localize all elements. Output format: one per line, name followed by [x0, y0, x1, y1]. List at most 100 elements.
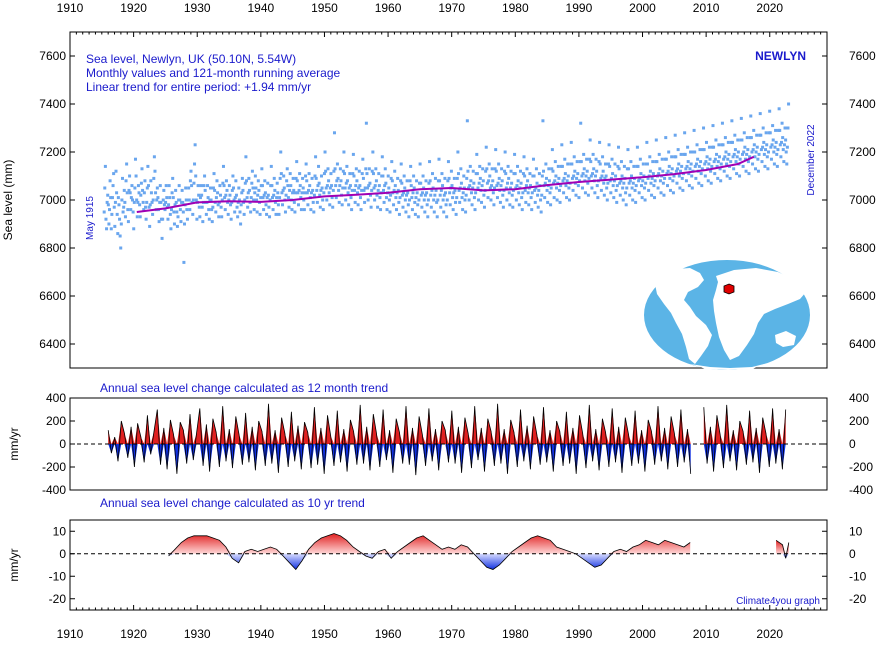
monthly-point [287, 205, 291, 209]
globe-map [644, 260, 810, 370]
monthly-point [480, 184, 484, 188]
monthly-point [534, 167, 538, 171]
monthly-point [310, 176, 314, 180]
sea-level-y-tick-label-right: 7600 [849, 49, 876, 63]
monthly-point [178, 208, 182, 212]
monthly-point [389, 193, 393, 197]
monthly-point [244, 155, 248, 159]
monthly-point [667, 164, 671, 168]
monthly-point [357, 169, 361, 173]
monthly-point [309, 208, 313, 212]
monthly-point [302, 198, 306, 202]
monthly-point [363, 200, 367, 204]
monthly-point [256, 193, 260, 197]
monthly-point [746, 148, 750, 152]
monthly-point [125, 162, 129, 166]
monthly-point [350, 188, 354, 192]
monthly-point [168, 196, 172, 200]
monthly-point [415, 179, 419, 183]
monthly-point [424, 179, 428, 183]
monthly-point [320, 186, 324, 190]
monthly-point [630, 186, 634, 190]
monthly-point [612, 179, 616, 183]
monthly-point [373, 184, 377, 188]
monthly-point [343, 172, 347, 176]
monthly-point [453, 188, 457, 192]
monthly-point [415, 191, 419, 195]
monthly-point [136, 184, 140, 188]
monthly-point [592, 167, 596, 171]
monthly-point [686, 160, 690, 164]
monthly-point [324, 169, 328, 173]
monthly-point [382, 200, 386, 204]
monthly-point [471, 169, 475, 173]
monthly-point [601, 169, 605, 173]
monthly-point [369, 205, 373, 209]
monthly-point [293, 210, 297, 214]
monthly-point [612, 196, 616, 200]
monthly-point [243, 181, 247, 185]
monthly-point [664, 157, 668, 161]
monthly-point [418, 162, 422, 166]
monthly-point [779, 140, 783, 144]
monthly-point [356, 203, 360, 207]
monthly-point [504, 172, 508, 176]
monthly-point [104, 217, 108, 221]
monthly-point [409, 184, 413, 188]
annual-12-month-line [107, 403, 787, 476]
sea-level-y-tick-label-left: 6600 [39, 289, 66, 303]
monthly-point [742, 131, 746, 135]
monthly-point [783, 126, 787, 130]
monthly-point [398, 196, 402, 200]
monthly-point [768, 109, 772, 113]
monthly-point [273, 200, 277, 204]
monthly-point [234, 193, 238, 197]
monthly-point [408, 179, 412, 183]
monthly-point [513, 172, 517, 176]
year-tick-label-top: 1940 [247, 1, 274, 15]
monthly-point [345, 179, 349, 183]
monthly-point [300, 191, 304, 195]
monthly-point [671, 179, 675, 183]
monthly-point [707, 145, 711, 149]
monthly-point [266, 193, 270, 197]
monthly-point [620, 174, 624, 178]
monthly-point [189, 169, 193, 173]
monthly-point [492, 203, 496, 207]
monthly-point [298, 172, 302, 176]
monthly-point [135, 215, 139, 219]
monthly-point [122, 205, 126, 209]
monthly-point [262, 193, 266, 197]
monthly-point [643, 198, 647, 202]
monthly-point [700, 167, 704, 171]
monthly-point [528, 172, 532, 176]
monthly-point [403, 198, 407, 202]
monthly-point [541, 119, 545, 123]
monthly-point [404, 210, 408, 214]
monthly-point [580, 186, 584, 190]
monthly-point [764, 131, 768, 135]
monthly-point [699, 172, 703, 176]
monthly-point [725, 174, 729, 178]
monthly-point [516, 179, 520, 183]
monthly-point [111, 184, 115, 188]
monthly-point [403, 186, 407, 190]
monthly-point [586, 193, 590, 197]
monthly-point [456, 150, 460, 154]
monthly-point [467, 198, 471, 202]
monthly-point [596, 196, 600, 200]
monthly-point [617, 167, 621, 171]
monthly-point [524, 200, 528, 204]
monthly-point [118, 234, 122, 238]
monthly-point [296, 191, 300, 195]
monthly-point [366, 198, 370, 202]
monthly-point [475, 152, 479, 156]
monthly-point [557, 188, 561, 192]
monthly-point [286, 196, 290, 200]
monthly-point [545, 188, 549, 192]
monthly-point [428, 160, 432, 164]
monthly-point [406, 191, 410, 195]
monthly-point [605, 186, 609, 190]
monthly-point [662, 193, 666, 197]
monthly-point [626, 148, 630, 152]
